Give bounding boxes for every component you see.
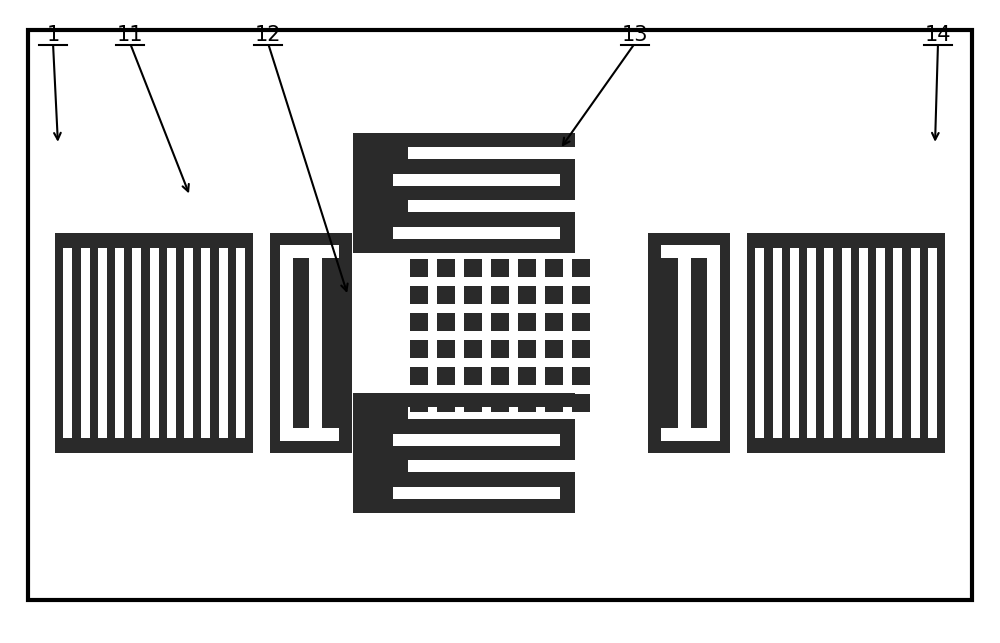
Bar (572, 394, 590, 412)
Bar (545, 286, 563, 304)
Bar (747, 233, 945, 453)
Bar (707, 245, 720, 441)
Bar (410, 286, 428, 304)
Bar (545, 394, 563, 412)
Bar (545, 367, 563, 385)
Bar (859, 248, 868, 438)
Bar (572, 259, 590, 277)
Text: 11: 11 (117, 25, 143, 46)
Bar (393, 174, 560, 186)
Bar (910, 248, 920, 438)
Bar (464, 394, 482, 412)
Bar (28, 30, 972, 600)
Bar (437, 394, 455, 412)
Bar (80, 248, 90, 438)
Bar (491, 394, 509, 412)
Bar (322, 428, 339, 441)
Bar (236, 248, 245, 438)
Bar (518, 394, 536, 412)
Bar (55, 233, 253, 453)
Bar (572, 367, 590, 385)
Bar (518, 313, 536, 331)
Bar (893, 248, 902, 438)
Bar (410, 394, 428, 412)
Bar (280, 245, 293, 441)
Bar (115, 248, 124, 438)
Bar (437, 340, 455, 358)
Bar (464, 259, 482, 277)
Bar (572, 313, 590, 331)
Bar (393, 226, 560, 239)
Bar (408, 408, 575, 419)
Bar (167, 248, 176, 438)
Bar (184, 248, 193, 438)
Bar (322, 245, 339, 258)
Bar (545, 259, 563, 277)
Bar (545, 340, 563, 358)
Bar (518, 340, 536, 358)
Bar (464, 367, 482, 385)
Bar (408, 147, 575, 159)
Bar (824, 248, 833, 438)
Bar (437, 259, 455, 277)
Bar (218, 248, 228, 438)
Bar (807, 248, 816, 438)
Bar (309, 245, 322, 441)
Bar (678, 245, 691, 441)
Text: 13: 13 (622, 25, 648, 46)
Bar (132, 248, 141, 438)
Bar (661, 428, 707, 441)
Text: 14: 14 (925, 25, 951, 46)
Bar (408, 460, 575, 472)
Bar (464, 286, 482, 304)
Bar (63, 248, 72, 438)
Bar (410, 313, 428, 331)
Bar (410, 259, 428, 277)
Text: 1: 1 (46, 25, 60, 46)
Bar (755, 248, 764, 438)
Bar (353, 133, 378, 253)
Bar (491, 286, 509, 304)
Bar (491, 367, 509, 385)
Bar (648, 233, 730, 453)
Bar (661, 245, 707, 258)
Bar (201, 248, 210, 438)
Bar (661, 245, 678, 258)
Bar (375, 393, 575, 513)
Bar (393, 434, 560, 446)
Bar (661, 428, 678, 441)
Bar (464, 340, 482, 358)
Bar (293, 428, 339, 441)
Bar (353, 393, 378, 513)
Bar (518, 367, 536, 385)
Bar (772, 248, 782, 438)
Bar (491, 340, 509, 358)
Bar (98, 248, 107, 438)
Bar (491, 313, 509, 331)
Bar (410, 340, 428, 358)
Bar (437, 313, 455, 331)
Bar (572, 340, 590, 358)
Bar (437, 286, 455, 304)
Bar (545, 313, 563, 331)
Bar (790, 248, 799, 438)
Bar (410, 367, 428, 385)
Bar (928, 248, 937, 438)
Bar (150, 248, 158, 438)
Bar (518, 286, 536, 304)
Bar (270, 233, 352, 453)
Bar (464, 313, 482, 331)
Bar (491, 259, 509, 277)
Bar (437, 367, 455, 385)
Bar (518, 259, 536, 277)
Text: 12: 12 (255, 25, 281, 46)
Bar (876, 248, 885, 438)
Bar (393, 487, 560, 498)
Bar (572, 286, 590, 304)
Bar (293, 245, 339, 258)
Bar (842, 248, 850, 438)
Bar (408, 200, 575, 212)
Bar (375, 133, 575, 253)
